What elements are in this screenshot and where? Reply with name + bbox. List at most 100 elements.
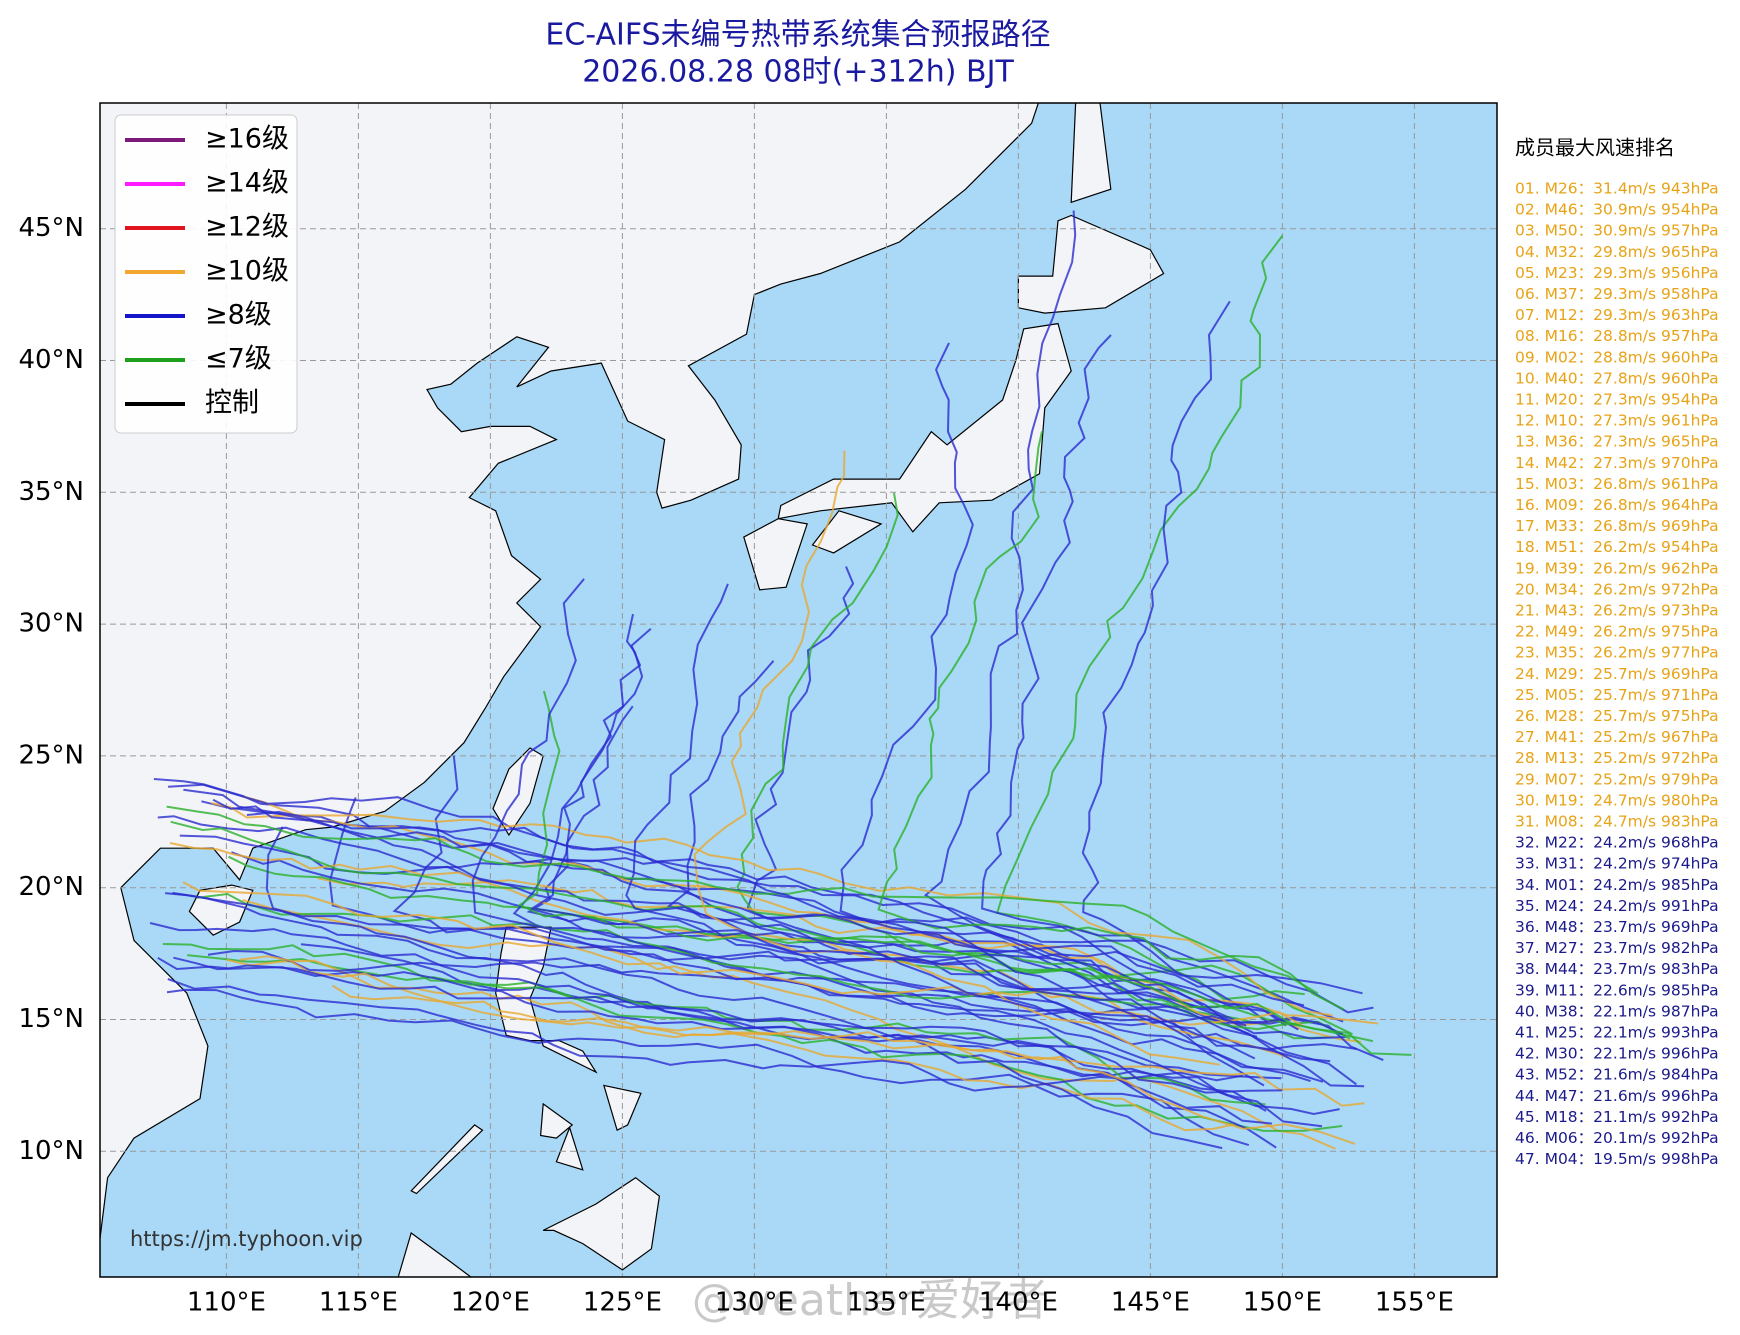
ranking-entry: 40. M38：22.1m/s 987hPa [1515,1002,1719,1020]
legend-label: 控制 [205,388,259,419]
ranking-entry: 23. M35：26.2m/s 977hPa [1515,644,1719,662]
lon-tick-label: 120°E [451,1288,530,1318]
ranking-entry: 42. M30：22.1m/s 996hPa [1515,1045,1719,1063]
landmass [743,518,808,591]
lat-tick-label: 25°N [18,740,84,770]
landmass [811,510,883,554]
track [168,783,1299,1031]
track [212,798,1265,1087]
landmass [1070,103,1112,204]
ranking-entry: 05. M23：29.3m/s 956hPa [1515,264,1719,282]
legend-label: ≥8级 [205,300,272,331]
legend-box [114,114,298,434]
track [182,881,1304,1028]
ranking-entry: 46. M06：20.1m/s 992hPa [1515,1129,1719,1147]
ranking-entry: 36. M48：23.7m/s 969hPa [1515,918,1719,936]
ranking-entry: 35. M24：24.2m/s 991hPa [1515,897,1719,915]
ranking-entry: 15. M03：26.8m/s 961hPa [1515,475,1719,493]
legend-label: ≥10级 [205,256,289,287]
subtitle: 2026.08.28 08时(+312h) BJT [582,55,1014,90]
ranking-entry: 26. M28：25.7m/s 975hPa [1515,707,1719,725]
ranking-entry: 44. M47：21.6m/s 996hPa [1515,1087,1719,1105]
ranking-entry: 29. M07：25.2m/s 979hPa [1515,770,1719,788]
track [196,892,1351,1040]
ranking-entry: 18. M51：26.2m/s 954hPa [1515,538,1719,556]
ranking-entry: 09. M02：28.8m/s 960hPa [1515,348,1719,366]
track [201,800,1287,1027]
ranking-entry: 08. M16：28.8m/s 957hPa [1515,327,1719,345]
track [331,984,1356,1145]
legend-label: ≤7级 [205,344,272,375]
ranking-entry: 10. M40：27.8m/s 960hPa [1515,369,1719,387]
lat-tick-label: 45°N [18,213,84,243]
watermark: @weather爱好者 [692,1275,1048,1326]
track [246,810,1363,995]
track [165,892,1283,1094]
tracks [149,210,1412,1150]
track [242,795,1379,1025]
track [693,450,1220,1066]
track [471,578,1258,1038]
lat-tick-label: 15°N [18,1004,84,1034]
ranking-entry: 28. M13：25.2m/s 972hPa [1515,749,1719,767]
track [173,956,1273,1125]
land [100,103,1165,1277]
title: EC-AIFS未编号热带系统集合预报路径 [545,18,1050,53]
ranking-entry: 14. M42：27.3m/s 970hPa [1515,454,1719,472]
ranking-entry: 19. M39：26.2m/s 962hPa [1515,559,1719,577]
lon-tick-label: 150°E [1243,1288,1322,1318]
track [265,826,1323,1128]
landmass [542,1176,661,1271]
ranking-entry: 25. M05：25.7m/s 971hPa [1515,686,1719,704]
ranking-entry: 33. M31：24.2m/s 974hPa [1515,855,1719,873]
lat-tick-label: 10°N [18,1136,84,1166]
lat-tick-label: 20°N [18,872,84,902]
landmass [539,1102,574,1139]
ranking-entry: 22. M49：26.2m/s 975hPa [1515,623,1719,641]
legend-label: ≥14级 [205,168,289,199]
ranking-entry: 20. M34：26.2m/s 972hPa [1515,580,1719,598]
ranking-entry: 16. M09：26.8m/s 964hPa [1515,496,1719,514]
track [183,788,1305,1007]
ranking-entry: 34. M01：24.2m/s 985hPa [1515,876,1719,894]
url: https://jm.typhoon.vip [130,1227,363,1251]
track [839,342,1247,1027]
track [526,705,1324,1083]
track [149,922,1223,1150]
landmass [397,1232,472,1277]
lon-tick-label: 140°E [979,1288,1058,1318]
ranking-entry: 38. M44：23.7m/s 983hPa [1515,960,1719,978]
lon-tick-label: 135°E [847,1288,926,1318]
landmass [100,103,1039,1244]
track [529,613,1256,1060]
lon-tick-label: 110°E [187,1288,266,1318]
track [625,583,1331,1063]
ranking-entry: 31. M08：24.7m/s 983hPa [1515,813,1719,831]
track [170,820,1374,1043]
track [166,805,1319,995]
track [1081,300,1374,1014]
ranking-entry: 32. M22：24.2m/s 968hPa [1515,834,1719,852]
track [981,334,1343,1036]
ranking-entry: 06. M37：29.3m/s 958hPa [1515,285,1719,303]
ranking-entry: 11. M20：27.3m/s 954hPa [1515,391,1719,409]
landmass [777,322,1072,533]
ranking-entry: 12. M10：27.3m/s 961hPa [1515,412,1719,430]
track [517,690,1412,1056]
ranking-entry: 45. M18：21.1m/s 992hPa [1515,1108,1719,1126]
track [169,842,1289,1059]
ranking-entry: 07. M12：29.3m/s 963hPa [1515,306,1719,324]
track [877,431,1345,1011]
ranking-entry: 17. M33：26.8m/s 969hPa [1515,517,1719,535]
legend-label: ≥16级 [205,124,289,155]
landmass [555,1125,584,1171]
ranking-entry: 47. M04：19.5m/s 998hPa [1515,1150,1719,1168]
ranking-entry: 37. M27：23.7m/s 982hPa [1515,939,1719,957]
legend-label: ≥12级 [205,212,289,243]
lat-tick-label: 40°N [18,345,84,375]
lon-tick-label: 125°E [583,1288,662,1318]
ranking-entry: 39. M11：22.6m/s 985hPa [1515,981,1719,999]
track [166,988,1250,1147]
track [231,851,1346,1040]
landmass [1017,214,1165,314]
